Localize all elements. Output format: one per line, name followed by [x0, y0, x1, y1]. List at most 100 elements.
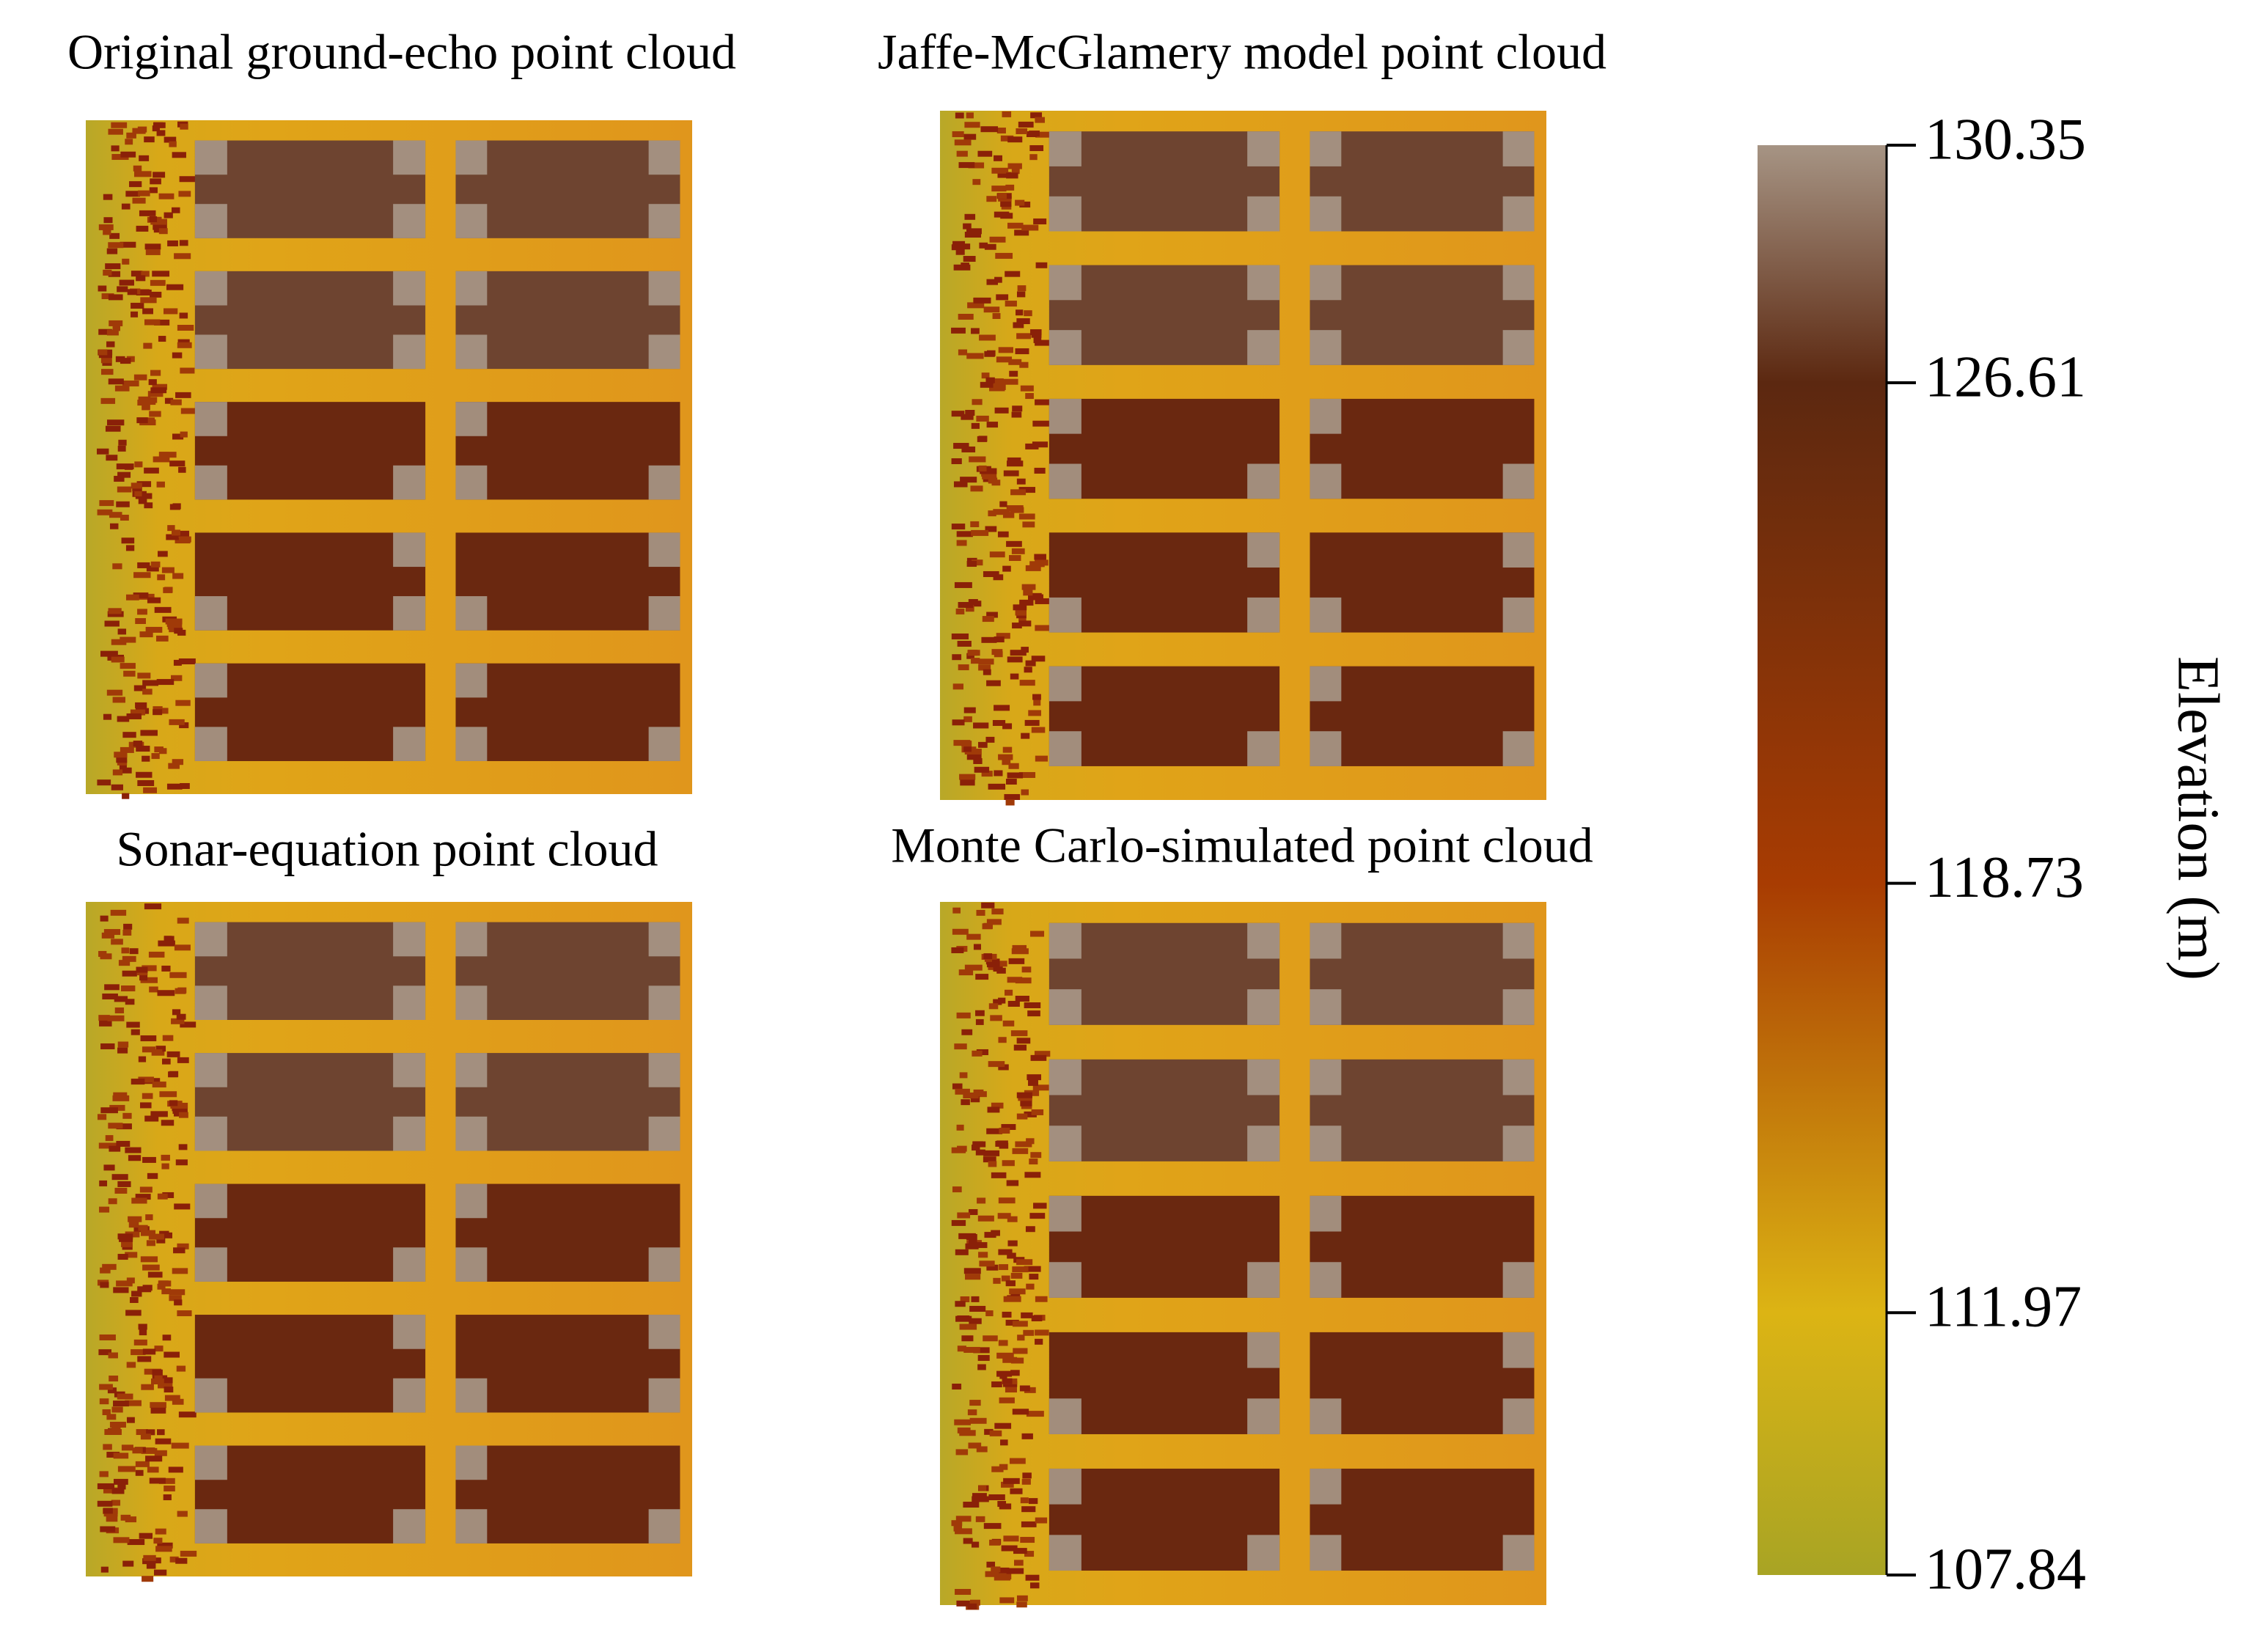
speckle	[971, 328, 980, 334]
speckle	[968, 599, 978, 606]
speckle	[109, 232, 120, 239]
corner	[194, 402, 227, 436]
speckle	[955, 112, 964, 119]
corner	[648, 271, 680, 306]
speckle	[172, 1108, 188, 1115]
speckle	[150, 291, 162, 298]
speckle	[104, 984, 120, 991]
speckle	[993, 574, 1004, 581]
speckle	[979, 1260, 995, 1267]
speckle	[964, 213, 976, 220]
speckle	[155, 1438, 172, 1444]
speckle	[105, 425, 121, 432]
block	[455, 922, 680, 1020]
speckle	[1007, 977, 1023, 983]
corner	[455, 1445, 488, 1480]
speckle	[161, 965, 171, 972]
corner	[1502, 532, 1535, 568]
speckle	[1015, 977, 1032, 984]
speckle	[994, 770, 1003, 777]
speckle	[164, 212, 173, 219]
speckle	[172, 433, 184, 440]
block	[194, 1315, 426, 1413]
speckle	[953, 264, 971, 271]
speckle	[135, 1469, 144, 1476]
speckle	[177, 917, 189, 924]
speckle	[133, 374, 147, 381]
speckle	[992, 378, 1004, 385]
speckle	[137, 126, 147, 133]
speckle	[1024, 1111, 1037, 1117]
speckle	[958, 602, 974, 609]
speckle	[139, 1186, 153, 1193]
speckle	[179, 312, 188, 319]
speckle	[98, 224, 114, 230]
speckle	[1026, 1283, 1035, 1290]
corner	[1310, 666, 1342, 702]
speckle	[976, 1446, 988, 1453]
speckle	[978, 465, 987, 471]
speckle	[1013, 1348, 1028, 1354]
speckle	[158, 1280, 172, 1287]
speckle	[180, 1021, 197, 1028]
speckle	[146, 1429, 155, 1436]
speckle	[140, 1035, 157, 1042]
speckle	[103, 1164, 115, 1171]
speckle	[960, 779, 975, 786]
speckle	[999, 1127, 1010, 1134]
speckle	[150, 387, 167, 394]
speckle	[998, 1037, 1007, 1043]
tick-label: 118.73	[1925, 845, 2084, 910]
speckle	[961, 741, 972, 747]
speckle	[179, 176, 196, 183]
speckle	[152, 125, 161, 132]
speckle	[117, 1041, 129, 1048]
speckle	[975, 1010, 985, 1016]
corner	[1247, 989, 1280, 1025]
speckle	[178, 658, 196, 665]
speckle	[978, 1485, 987, 1491]
speckle	[139, 974, 148, 981]
speckle	[109, 1376, 119, 1382]
speckle	[1006, 1180, 1019, 1186]
speckle	[994, 276, 1002, 283]
speckle	[1003, 470, 1019, 477]
block	[194, 922, 426, 1020]
speckle	[999, 1503, 1012, 1510]
speckle	[1015, 996, 1029, 1002]
speckle	[988, 1161, 997, 1167]
speckle	[1035, 262, 1048, 268]
block	[455, 1445, 680, 1543]
corner	[1049, 1262, 1082, 1298]
speckle	[977, 150, 993, 157]
speckle	[164, 1232, 172, 1238]
speckle	[996, 128, 1006, 134]
speckle	[1033, 1203, 1047, 1209]
colorbar: 130.35 126.61 118.73 111.97 107.84 Elevation …	[1758, 107, 2230, 1601]
speckle	[972, 1496, 989, 1502]
speckle	[112, 1095, 130, 1101]
speckle	[117, 1181, 131, 1187]
block	[1310, 922, 1535, 1025]
speckle	[136, 746, 150, 752]
speckle	[956, 540, 967, 546]
speckle	[146, 565, 159, 572]
speckle	[951, 411, 965, 417]
speckle	[97, 1500, 113, 1507]
speckle	[171, 1442, 189, 1449]
speckle	[1019, 361, 1029, 368]
speckle	[110, 909, 127, 916]
speckle	[1010, 1357, 1024, 1364]
speckle	[1029, 930, 1045, 937]
speckle	[1007, 457, 1021, 463]
block	[1310, 1059, 1535, 1161]
corner	[1247, 463, 1280, 499]
speckle	[111, 122, 128, 128]
speckle	[129, 948, 139, 955]
corner	[455, 727, 488, 761]
speckle	[125, 545, 135, 551]
speckle	[1035, 1338, 1043, 1345]
speckle	[148, 379, 157, 386]
speckle	[135, 618, 146, 625]
speckle	[958, 969, 974, 976]
